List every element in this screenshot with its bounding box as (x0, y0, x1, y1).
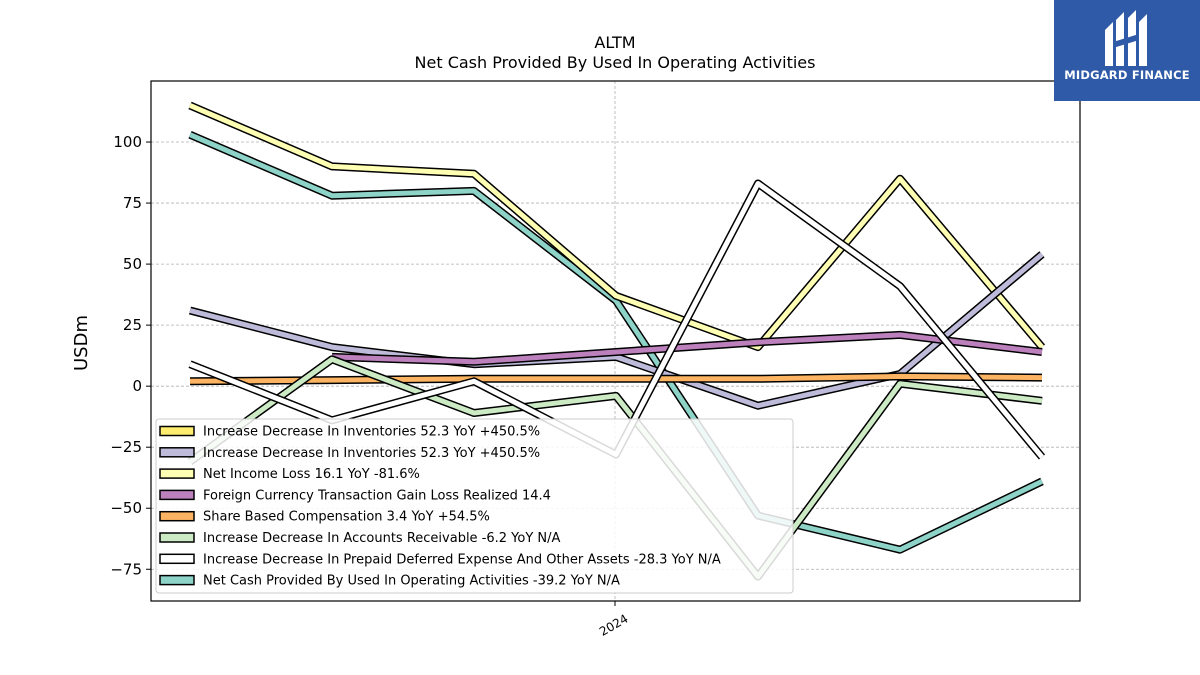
y-axis-label: USDm (71, 315, 92, 371)
legend-label: Net Cash Provided By Used In Operating A… (203, 574, 620, 589)
y-axis-ticks: −75 −50 −25 0 25 50 75 100 (110, 133, 151, 578)
series-line-stroke (331, 332, 1043, 365)
y-tick-label: −25 (110, 438, 142, 456)
legend-item: Increase Decrease In Inventories 52.3 Yo… (159, 446, 540, 461)
legend-item: Increase Decrease In Accounts Receivable… (159, 531, 561, 546)
series-line-stroke (188, 356, 1043, 580)
legend-label: Share Based Compensation 3.4 YoY +54.5% (203, 510, 490, 525)
legend-swatch (159, 468, 195, 479)
series-line (188, 179, 1046, 460)
midgard-logo-icon (1105, 10, 1147, 66)
legend-swatch (159, 425, 195, 437)
legend-label: Increase Decrease In Accounts Receivable… (203, 531, 561, 546)
y-tick-label: 100 (113, 133, 142, 151)
legend: Increase Decrease In Inventories 52.3 Yo… (155, 418, 794, 594)
legend-swatch (159, 489, 195, 501)
series-line (187, 355, 1043, 581)
legend-swatch (159, 574, 195, 586)
y-tick-label: −50 (110, 499, 142, 517)
legend-swatch (159, 447, 195, 458)
series-line-stroke (189, 103, 1044, 350)
chart-subtitle: Net Cash Provided By Used In Operating A… (415, 53, 816, 72)
y-tick-label: −75 (110, 560, 142, 578)
legend-item: Foreign Currency Transaction Gain Loss R… (159, 488, 551, 503)
y-tick-label: 75 (123, 194, 142, 212)
grid-lines (151, 81, 1080, 601)
series-line-stroke (189, 181, 1044, 459)
legend-label: Increase Decrease In Prepaid Deferred Ex… (203, 552, 721, 567)
brand-logo: MIDGARD FINANCE (1054, 0, 1200, 101)
legend-label: Foreign Currency Transaction Gain Loss R… (203, 488, 551, 503)
x-tick-label: 2024 (597, 611, 630, 638)
legend-item: Net Cash Provided By Used In Operating A… (159, 574, 620, 589)
legend-item: Increase Decrease In Inventories 52.3 Yo… (159, 425, 540, 440)
legend-item: Share Based Compensation 3.4 YoY +54.5% (159, 510, 490, 525)
plot-frame (150, 80, 1081, 602)
y-tick-label: 0 (132, 377, 142, 395)
legend-label: Increase Decrease In Inventories 52.3 Yo… (203, 446, 540, 461)
series-line (189, 372, 1043, 386)
legend-swatch (159, 532, 195, 543)
legend-label: Increase Decrease In Inventories 52.3 Yo… (203, 425, 540, 440)
chart-title: ALTM (594, 33, 635, 52)
legend-item: Net Income Loss 16.1 YoY -81.6% (159, 467, 420, 482)
legend-swatch (159, 510, 195, 522)
legend-label: Net Income Loss 16.1 YoY -81.6% (203, 467, 420, 482)
series-line-stroke (189, 132, 1044, 553)
series-line (188, 101, 1046, 352)
x-axis-ticks: 2024 (597, 601, 631, 639)
series-line-stroke (189, 373, 1043, 384)
y-tick-label: 50 (123, 255, 142, 273)
brand-name: MIDGARD FINANCE (1064, 68, 1190, 82)
legend-box (155, 418, 794, 594)
legend-item: Increase Decrease In Prepaid Deferred Ex… (159, 552, 721, 567)
legend-swatch (159, 553, 195, 565)
series-line (331, 330, 1043, 366)
series-line (188, 131, 1044, 554)
y-tick-label: 25 (123, 316, 142, 334)
